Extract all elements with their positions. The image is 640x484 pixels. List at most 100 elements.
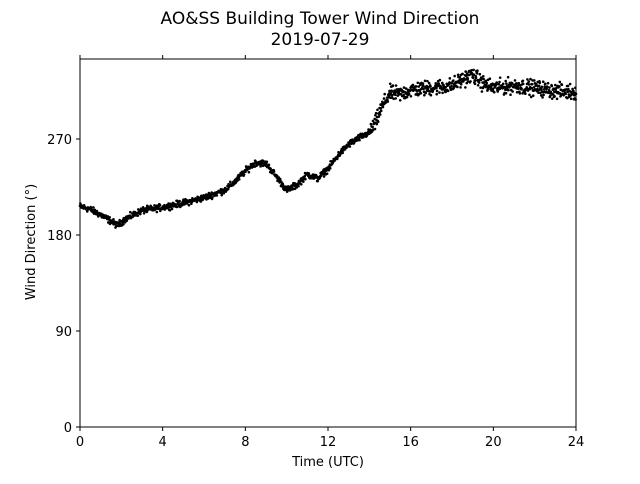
data-point bbox=[478, 72, 482, 76]
data-point bbox=[540, 85, 544, 89]
data-point bbox=[515, 90, 519, 94]
data-point bbox=[531, 94, 535, 97]
data-point bbox=[471, 76, 475, 80]
data-point bbox=[394, 93, 397, 97]
data-point bbox=[474, 79, 477, 82]
data-point bbox=[341, 151, 344, 155]
x-tick-label: 0 bbox=[76, 435, 84, 450]
data-point bbox=[464, 70, 468, 73]
data-point bbox=[392, 97, 395, 101]
data-point bbox=[377, 115, 381, 118]
data-point bbox=[507, 88, 510, 92]
data-point bbox=[517, 87, 520, 90]
data-point bbox=[438, 78, 442, 82]
data-point bbox=[553, 95, 556, 98]
data-point bbox=[477, 81, 481, 84]
data-point bbox=[510, 82, 514, 85]
data-point bbox=[569, 90, 573, 93]
data-point bbox=[155, 210, 159, 214]
data-point bbox=[435, 92, 439, 96]
data-point bbox=[485, 81, 489, 85]
data-point bbox=[496, 90, 500, 93]
x-tick-label: 8 bbox=[241, 435, 249, 450]
data-point bbox=[215, 194, 219, 197]
data-point bbox=[375, 122, 379, 126]
data-point bbox=[304, 177, 307, 181]
data-point bbox=[476, 69, 479, 73]
data-point bbox=[374, 111, 378, 115]
data-point bbox=[498, 76, 502, 79]
data-point bbox=[167, 202, 170, 205]
data-point bbox=[537, 88, 541, 92]
data-point bbox=[501, 82, 505, 86]
data-point bbox=[548, 86, 551, 89]
data-point bbox=[549, 94, 552, 97]
data-point bbox=[411, 83, 415, 87]
data-point bbox=[472, 68, 475, 72]
y-tick-label: 270 bbox=[47, 133, 72, 148]
data-point bbox=[551, 93, 555, 96]
y-tick-label: 90 bbox=[55, 325, 72, 340]
data-point bbox=[521, 79, 525, 83]
data-point bbox=[296, 182, 300, 186]
data-point bbox=[526, 78, 529, 81]
data-point bbox=[379, 106, 383, 110]
data-point bbox=[435, 89, 439, 93]
data-point bbox=[158, 203, 162, 207]
data-point bbox=[267, 163, 271, 167]
data-point bbox=[379, 109, 383, 112]
data-point bbox=[175, 205, 179, 209]
data-point bbox=[426, 79, 429, 83]
data-point bbox=[537, 91, 540, 95]
data-point bbox=[389, 91, 393, 95]
data-point bbox=[461, 72, 464, 76]
plot-frame bbox=[79, 58, 577, 428]
data-point bbox=[393, 89, 397, 92]
data-point bbox=[327, 168, 331, 172]
data-point bbox=[299, 183, 303, 186]
data-point bbox=[571, 87, 574, 91]
data-point bbox=[528, 93, 531, 97]
data-point bbox=[505, 82, 508, 85]
chart-title: AO&SS Building Tower Wind Direction bbox=[161, 9, 480, 29]
data-point bbox=[108, 216, 111, 219]
data-point bbox=[544, 82, 547, 86]
data-point bbox=[93, 208, 97, 212]
data-point bbox=[125, 219, 129, 222]
data-point bbox=[281, 183, 285, 187]
data-point bbox=[278, 177, 282, 181]
data-point bbox=[506, 75, 510, 79]
data-point bbox=[524, 92, 527, 96]
data-point bbox=[170, 207, 174, 211]
y-tick-label: 0 bbox=[64, 421, 72, 436]
data-point bbox=[515, 81, 518, 85]
data-point bbox=[546, 85, 549, 89]
x-axis-label: Time (UTC) bbox=[291, 455, 364, 470]
data-point bbox=[451, 79, 455, 82]
data-point bbox=[357, 136, 361, 140]
data-point bbox=[247, 170, 251, 174]
data-point bbox=[388, 82, 392, 86]
x-tick-label: 16 bbox=[402, 435, 419, 450]
data-point bbox=[129, 210, 132, 214]
data-point bbox=[228, 180, 232, 184]
data-point bbox=[529, 95, 533, 99]
data-point bbox=[371, 119, 375, 123]
data-point bbox=[475, 72, 479, 75]
data-point bbox=[157, 207, 160, 211]
data-point bbox=[546, 81, 550, 85]
data-point bbox=[422, 87, 425, 91]
data-point bbox=[376, 120, 380, 124]
data-point bbox=[429, 85, 432, 88]
data-point bbox=[521, 82, 525, 86]
data-point bbox=[402, 86, 406, 89]
data-point bbox=[348, 145, 352, 148]
data-point bbox=[476, 83, 480, 87]
data-point bbox=[558, 85, 561, 88]
data-point bbox=[181, 203, 184, 207]
data-point bbox=[541, 80, 545, 83]
y-tick-label: 180 bbox=[47, 229, 72, 244]
data-point bbox=[532, 79, 536, 82]
data-point bbox=[480, 90, 484, 93]
